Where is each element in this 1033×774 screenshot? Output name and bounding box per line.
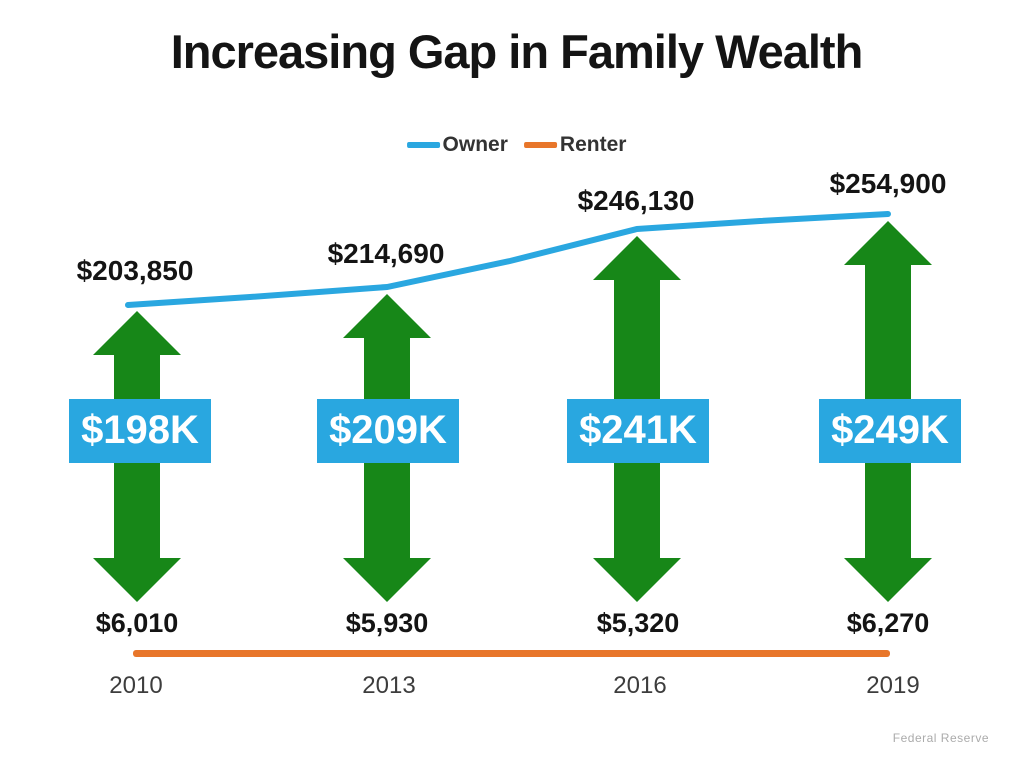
legend-item-owner: Owner: [406, 133, 508, 157]
year-axis-label: 2016: [613, 672, 667, 699]
arrow-down-icon: [593, 558, 681, 602]
year-axis-label: 2013: [362, 672, 416, 699]
arrow-up-icon: [844, 221, 932, 265]
arrow-up-icon: [593, 236, 681, 280]
owner-value-label: $214,690: [327, 238, 445, 269]
year-axis-label: 2019: [866, 672, 920, 699]
arrow-up-icon: [343, 294, 431, 338]
chart-title: Increasing Gap in Family Wealth: [170, 25, 864, 78]
owner-line-swatch-icon: [406, 142, 440, 148]
arrow-down-icon: [844, 558, 932, 602]
gap-value-badge: $249K: [819, 399, 961, 463]
owner-value-label: $246,130: [577, 185, 695, 216]
renter-value-label: $5,930: [345, 608, 429, 638]
gap-value-badge: $241K: [567, 399, 709, 463]
gap-value-badge: $198K: [69, 399, 211, 463]
owner-value-label: $203,850: [76, 255, 194, 286]
legend: Owner Renter: [406, 133, 627, 157]
renter-value-label: $6,010: [95, 608, 179, 638]
arrow-down-icon: [93, 558, 181, 602]
arrow-down-icon: [343, 558, 431, 602]
year-axis-label: 2010: [109, 672, 163, 699]
gap-value-badge: $209K: [317, 399, 459, 463]
renter-line-swatch-icon: [523, 142, 557, 148]
legend-item-renter: Renter: [523, 133, 627, 157]
legend-renter-label: Renter: [559, 133, 627, 156]
renter-value-label: $5,320: [596, 608, 680, 638]
renter-value-label: $6,270: [846, 608, 930, 638]
arrow-up-icon: [93, 311, 181, 355]
renter-line-series: [133, 650, 890, 657]
owner-value-label: $254,900: [829, 168, 947, 199]
legend-owner-label: Owner: [442, 133, 508, 156]
source-attribution: Federal Reserve: [892, 731, 989, 745]
